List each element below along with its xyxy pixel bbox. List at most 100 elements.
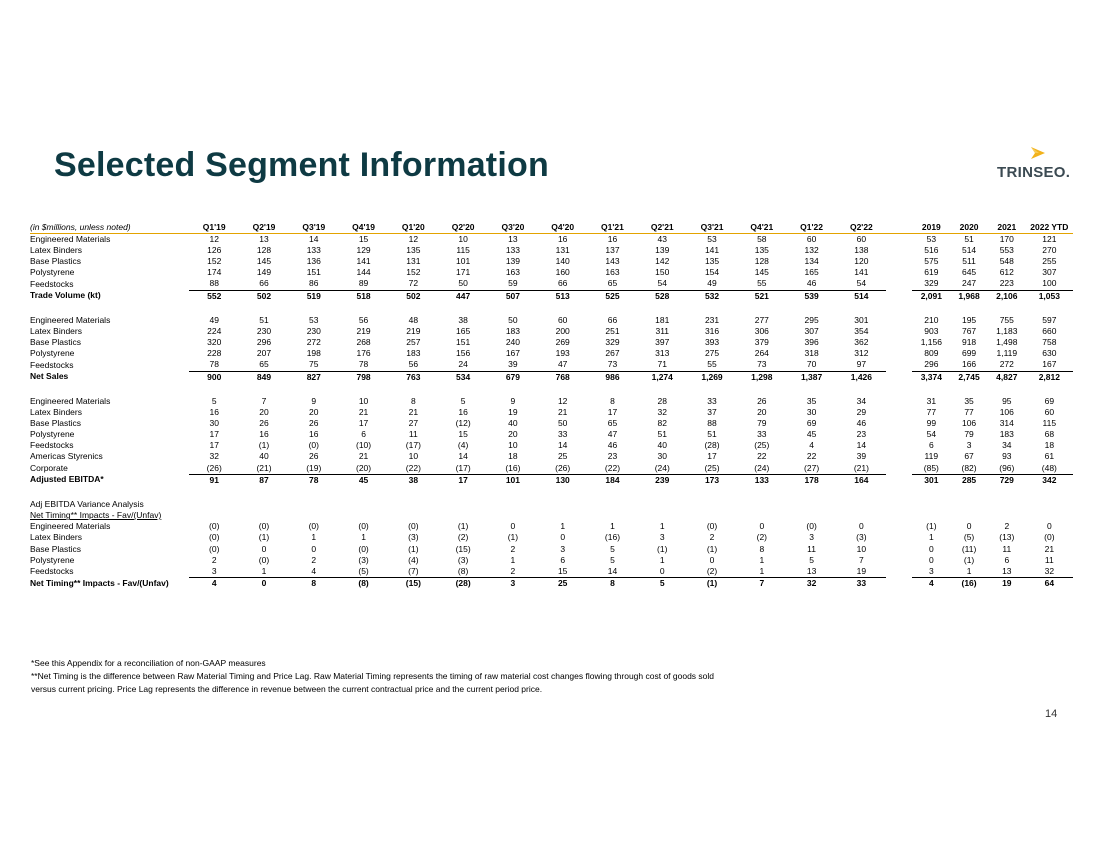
value-cell: 3 [912, 565, 951, 578]
spacer-cell [886, 267, 912, 278]
value-cell: 87 [259, 474, 269, 485]
value-cell: 134 [804, 256, 819, 267]
value-cell: 26 [259, 418, 269, 429]
value-cell: 10 [458, 234, 468, 245]
value-cell: 66 [537, 278, 588, 291]
value-cell: (1) [457, 521, 469, 532]
value-cell: 4 [809, 440, 814, 451]
value-cell: 311 [655, 326, 670, 337]
row-label: Base Plastics [30, 543, 82, 554]
value-cell: 35 [964, 396, 974, 406]
value-cell: 141 [704, 245, 720, 256]
value-cell: 513 [555, 290, 570, 301]
table-row: Base Plastics 30 26 26 17 27 (12) 40 50 65 82 88 79 6… [30, 418, 1073, 429]
value-cell: 849 [256, 371, 272, 382]
value-cell: 25 [557, 451, 568, 462]
value-cell: 8 [759, 543, 765, 554]
value-cell: (10) [356, 440, 372, 451]
value-cell: (16) [604, 532, 621, 543]
logo-arrow-icon [1031, 147, 1045, 159]
value-cell: 54 [926, 429, 937, 440]
value-cell: 4 [288, 565, 339, 578]
spacer-cell [886, 326, 912, 337]
value-cell: 78 [338, 359, 389, 372]
value-cell: 88 [189, 278, 240, 291]
row-label: Feedstocks [30, 565, 74, 576]
value-cell: (5) [963, 532, 975, 543]
value-cell: 50 [557, 418, 568, 429]
value-cell: 1,498 [996, 337, 1018, 348]
value-cell: (96) [987, 462, 1026, 475]
value-cell: 239 [655, 474, 670, 485]
value-cell: (0) [209, 532, 220, 543]
value-cell: 40 [508, 418, 518, 429]
value-cell: (2) [457, 532, 469, 543]
value-cell: 78 [189, 359, 240, 372]
value-cell: 144 [356, 267, 371, 278]
value-cell: 82 [657, 418, 667, 429]
value-cell: 21 [358, 407, 369, 418]
column-header: Q4'19 [338, 222, 389, 235]
value-cell: 6 [560, 554, 566, 565]
value-cell: 2 [211, 554, 217, 565]
value-cell: 13 [987, 565, 1026, 578]
value-cell: 0 [560, 532, 566, 543]
value-cell: 29 [856, 407, 867, 418]
value-cell: 6 [1004, 554, 1010, 565]
table-row: Latex Binders (0) (1) 1 1 (3) (2) (1) 0 (16) 3 2 (2)… [30, 532, 1073, 543]
value-cell: 142 [655, 256, 670, 267]
value-cell: 3 [809, 532, 814, 543]
table-row: Corporate (26) (21) (19) (20) (22) (17) (16) (26… [30, 462, 1073, 475]
value-cell: 89 [338, 278, 389, 291]
value-cell: 65 [239, 359, 289, 372]
total-row: Net Sales 900 849 827 798 763 534 679 768 986 1,27… [30, 371, 1073, 383]
value-cell: 32 [657, 407, 667, 418]
value-cell: (26) [537, 462, 588, 475]
value-cell: (1) [258, 532, 270, 543]
value-cell: 809 [924, 348, 939, 359]
row-label: Base Plastics [30, 337, 82, 348]
value-cell: 0 [637, 565, 688, 578]
value-cell: (0) [706, 521, 718, 532]
value-cell: 72 [388, 278, 439, 291]
value-cell: 354 [854, 326, 869, 337]
value-cell: 79 [757, 418, 767, 429]
value-cell: 20 [508, 429, 518, 440]
column-header: 2022 YTD [1025, 222, 1073, 235]
value-cell: 630 [1042, 348, 1057, 359]
value-cell: 145 [754, 267, 769, 278]
value-cell: 91 [209, 474, 219, 485]
value-cell: 167 [1025, 359, 1073, 372]
value-cell: 219 [406, 326, 421, 337]
value-cell: 60 [806, 234, 817, 245]
value-cell: 166 [950, 359, 988, 372]
spacer-cell [886, 234, 912, 246]
column-header: Q2'19 [239, 222, 289, 235]
value-cell: 295 [804, 315, 819, 326]
value-cell: 33 [707, 396, 717, 406]
table-row: Base Plastics 320 296 272 268 257 151 240 269 329… [30, 337, 1073, 348]
value-cell: 23 [856, 429, 867, 440]
value-cell: 1,156 [920, 337, 942, 348]
value-cell: 3 [510, 577, 516, 588]
value-cell: 6 [361, 429, 366, 440]
value-cell: 53 [309, 315, 319, 326]
value-cell: 39 [856, 451, 867, 462]
value-cell: 306 [754, 326, 769, 337]
value-cell: (13) [999, 532, 1015, 543]
value-cell: (2) [756, 532, 767, 543]
value-cell: 507 [505, 290, 520, 301]
value-cell: 55 [736, 278, 787, 291]
value-cell: 66 [239, 278, 289, 291]
value-cell: 7 [261, 396, 267, 406]
value-cell: 54 [836, 278, 887, 291]
value-cell: (19) [288, 462, 339, 475]
value-cell: 230 [306, 326, 321, 337]
value-cell: (8) [358, 577, 369, 588]
value-cell: (0) [358, 543, 369, 554]
table-row: Polystyrene 174 149 151 144 152 171 163 160 163 15… [30, 267, 1073, 278]
value-cell: 223 [987, 278, 1026, 291]
row-label: Latex Binders [30, 245, 82, 256]
value-cell: 51 [657, 429, 667, 440]
value-cell: (0) [308, 521, 319, 532]
